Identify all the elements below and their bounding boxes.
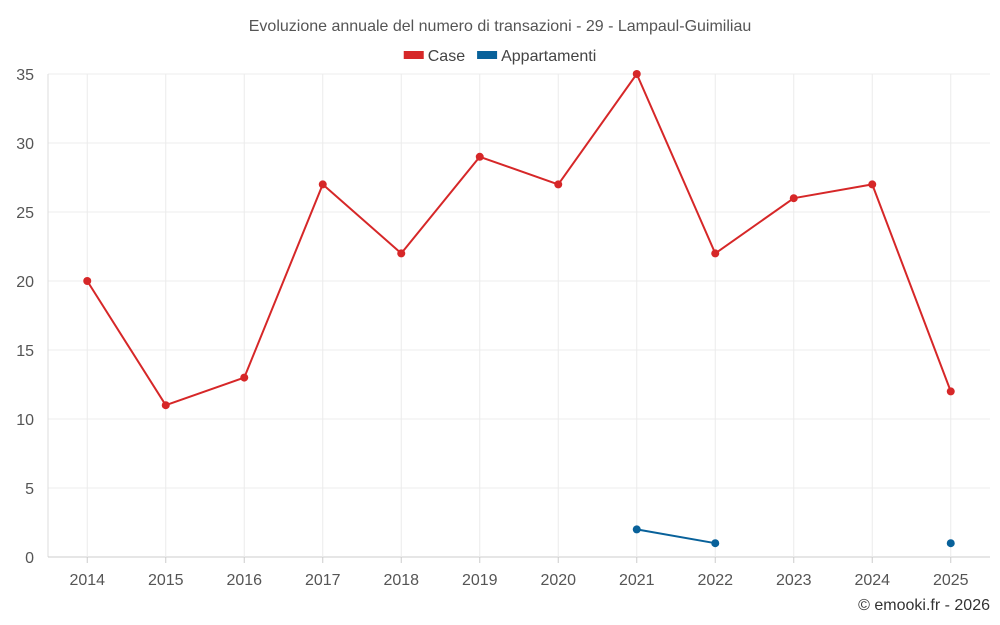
- data-point: [946, 539, 955, 548]
- credit-text: © emooki.fr - 2026: [858, 597, 990, 614]
- data-point: [946, 387, 955, 396]
- x-tick-label: 2020: [540, 572, 576, 589]
- x-tick-label: 2022: [697, 572, 733, 589]
- data-point: [161, 401, 170, 410]
- x-tick-label: 2017: [305, 572, 341, 589]
- x-tick-label: 2018: [383, 572, 419, 589]
- y-tick-label: 30: [16, 136, 34, 153]
- y-axis: 0 5 10 15 20 25 30 35: [16, 67, 34, 567]
- x-tick-label: 2024: [854, 572, 890, 589]
- data-point: [711, 249, 720, 258]
- legend-swatch: [477, 51, 498, 59]
- x-tick-label: 2016: [226, 572, 262, 589]
- x-tick-label: 2014: [69, 572, 105, 589]
- y-tick-label: 10: [16, 412, 34, 429]
- y-tick-label: 0: [25, 550, 34, 567]
- grid: [47, 73, 990, 563]
- data-point: [83, 277, 92, 285]
- data-point: [475, 152, 484, 161]
- data-point: [868, 180, 877, 189]
- x-tick-label: 2015: [148, 572, 184, 589]
- x-axis: 2014 2015 2016 2017 2018 2019 2020 2021 2022 2023…: [69, 572, 968, 589]
- data-point: [397, 249, 406, 258]
- data-point: [632, 525, 641, 534]
- x-tick-label: 2021: [619, 572, 655, 589]
- data-point: [632, 70, 641, 78]
- chart-title: Evoluzione annuale del numero di transaz…: [249, 18, 752, 35]
- y-tick-label: 20: [16, 274, 34, 291]
- legend: Case Appartamenti: [403, 48, 596, 65]
- legend-label: Case: [428, 48, 465, 65]
- x-tick-label: 2023: [776, 572, 812, 589]
- data-point: [554, 180, 563, 189]
- series-line-1: [636, 528, 716, 545]
- data-point: [789, 194, 798, 203]
- y-tick-label: 35: [16, 67, 34, 84]
- series-line-0: [86, 73, 952, 407]
- data-point: [318, 180, 327, 189]
- series-layer: [83, 70, 955, 548]
- legend-label: Appartamenti: [501, 48, 596, 65]
- x-tick-label: 2025: [933, 572, 969, 589]
- data-point: [711, 539, 720, 548]
- y-tick-label: 25: [16, 205, 34, 222]
- x-tick-label: 2019: [462, 572, 498, 589]
- data-point: [240, 373, 249, 382]
- legend-swatch: [403, 51, 424, 59]
- y-tick-label: 15: [16, 343, 34, 360]
- y-tick-label: 5: [25, 481, 34, 498]
